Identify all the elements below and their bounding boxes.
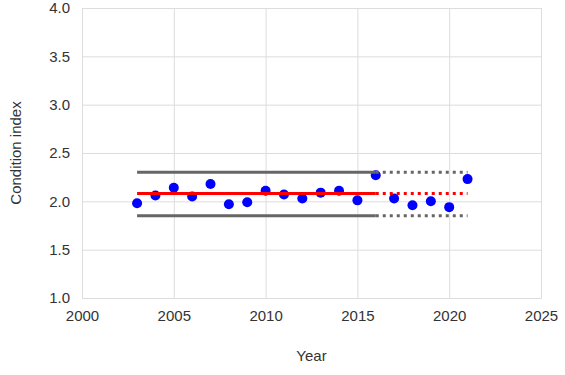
point — [169, 183, 179, 193]
y-tick-label: 1.0 — [49, 289, 70, 306]
data-area — [132, 170, 472, 216]
y-tick-label: 2.0 — [49, 193, 70, 210]
y-axis: 1.0 1.5 2.0 2.5 3.0 3.5 4.0 — [49, 0, 541, 306]
x-tick-label: 2005 — [158, 307, 191, 324]
y-tick: 2.5 — [49, 144, 541, 161]
y-tick-label: 2.5 — [49, 144, 70, 161]
point — [426, 196, 436, 206]
y-tick: 4.0 — [49, 0, 541, 16]
point — [224, 199, 234, 209]
point — [352, 195, 362, 205]
point — [463, 174, 473, 184]
x-tick: 2015 — [341, 8, 374, 324]
y-axis-title: Condition index — [7, 101, 24, 205]
y-tick: 1.5 — [49, 241, 541, 258]
x-grid-line — [541, 8, 542, 298]
x-tick: 2020 — [433, 8, 466, 324]
y-grid-line — [82, 298, 541, 299]
x-axis-title: Year — [296, 347, 326, 364]
point — [242, 197, 252, 207]
y-tick-label: 3.0 — [49, 96, 70, 113]
x-tick: 2025 — [525, 8, 558, 324]
x-axis: 2000 2005 2010 2015 2020 2025 — [66, 8, 558, 324]
y-grid-line — [82, 56, 541, 57]
x-tick: 2010 — [249, 8, 282, 324]
point — [206, 179, 216, 189]
point — [132, 198, 142, 208]
x-tick: 2005 — [158, 8, 191, 324]
x-tick-label: 2010 — [249, 307, 282, 324]
y-grid-line — [82, 8, 541, 9]
line — [376, 171, 468, 174]
x-tick-label: 2015 — [341, 307, 374, 324]
y-tick-label: 1.5 — [49, 241, 70, 258]
x-tick-label: 2025 — [525, 307, 558, 324]
y-tick-label: 3.5 — [49, 48, 70, 65]
y-tick: 3.5 — [49, 48, 541, 65]
x-axis-line — [83, 8, 542, 299]
line — [137, 192, 376, 195]
y-axis-line — [83, 9, 542, 299]
y-grid-line — [82, 250, 541, 251]
point — [444, 202, 454, 212]
line — [137, 171, 376, 174]
y-grid-line — [82, 201, 541, 202]
y-tick: 3.0 — [49, 96, 541, 113]
line — [376, 214, 468, 217]
y-tick-label: 4.0 — [49, 0, 70, 16]
y-grid-line — [82, 153, 541, 154]
point — [150, 191, 160, 201]
x-tick-label: 2000 — [66, 307, 99, 324]
y-grid-line — [82, 105, 541, 106]
y-tick: 1.0 — [49, 289, 541, 306]
plot: 2000 2005 2010 2015 2020 2025 1.0 1.5 2.0 2.5 3.0 3… — [49, 0, 558, 324]
line — [376, 192, 468, 195]
point — [407, 200, 417, 210]
chart: 2000 2005 2010 2015 2020 2025 1.0 1.5 2.0 2.5 3.0 3… — [0, 0, 565, 375]
x-tick-label: 2020 — [433, 307, 466, 324]
line — [137, 214, 376, 217]
y-tick: 2.0 — [49, 193, 541, 210]
